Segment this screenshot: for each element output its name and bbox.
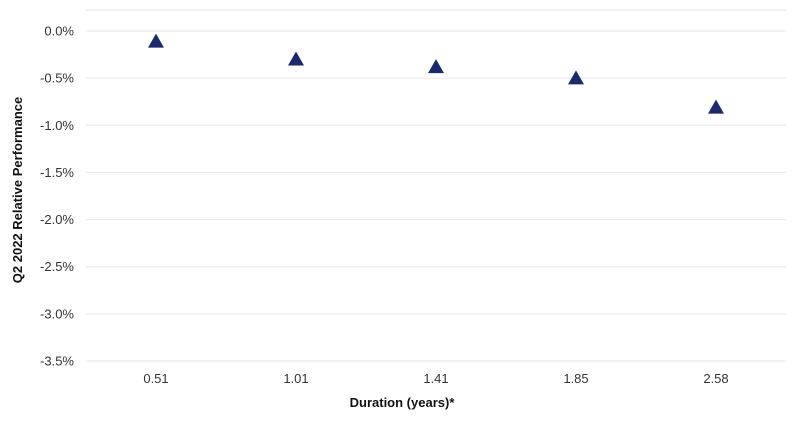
data-points bbox=[148, 33, 724, 114]
data-point-marker bbox=[568, 70, 584, 85]
x-tick-label: 2.58 bbox=[703, 371, 728, 386]
data-point-marker bbox=[148, 33, 164, 48]
x-tick-label: 1.41 bbox=[423, 371, 448, 386]
y-tick-label: -3.0% bbox=[40, 306, 74, 321]
x-tick-label: 1.01 bbox=[283, 371, 308, 386]
y-axis-ticks: 0.0% -0.5% -1.0% -1.5% -2.0% -2.5% -3.0% -3.5% bbox=[40, 24, 74, 369]
data-point-marker bbox=[708, 99, 724, 114]
data-point-marker bbox=[428, 59, 444, 74]
y-axis-title: Q2 2022 Relative Performance bbox=[10, 97, 25, 283]
y-tick-label: -1.0% bbox=[40, 118, 74, 133]
y-tick-label: -2.0% bbox=[40, 212, 74, 227]
x-axis-title: Duration (years)* bbox=[350, 395, 456, 410]
x-tick-label: 0.51 bbox=[143, 371, 168, 386]
y-tick-label: -0.5% bbox=[40, 71, 74, 86]
y-tick-label: -3.5% bbox=[40, 354, 74, 369]
gridlines bbox=[86, 9, 786, 362]
x-axis-ticks: 0.51 1.01 1.41 1.85 2.58 bbox=[143, 371, 728, 386]
y-tick-label: 0.0% bbox=[44, 24, 74, 39]
x-tick-label: 1.85 bbox=[563, 371, 588, 386]
data-point-marker bbox=[288, 51, 304, 66]
y-tick-label: -2.5% bbox=[40, 259, 74, 274]
y-tick-label: -1.5% bbox=[40, 165, 74, 180]
